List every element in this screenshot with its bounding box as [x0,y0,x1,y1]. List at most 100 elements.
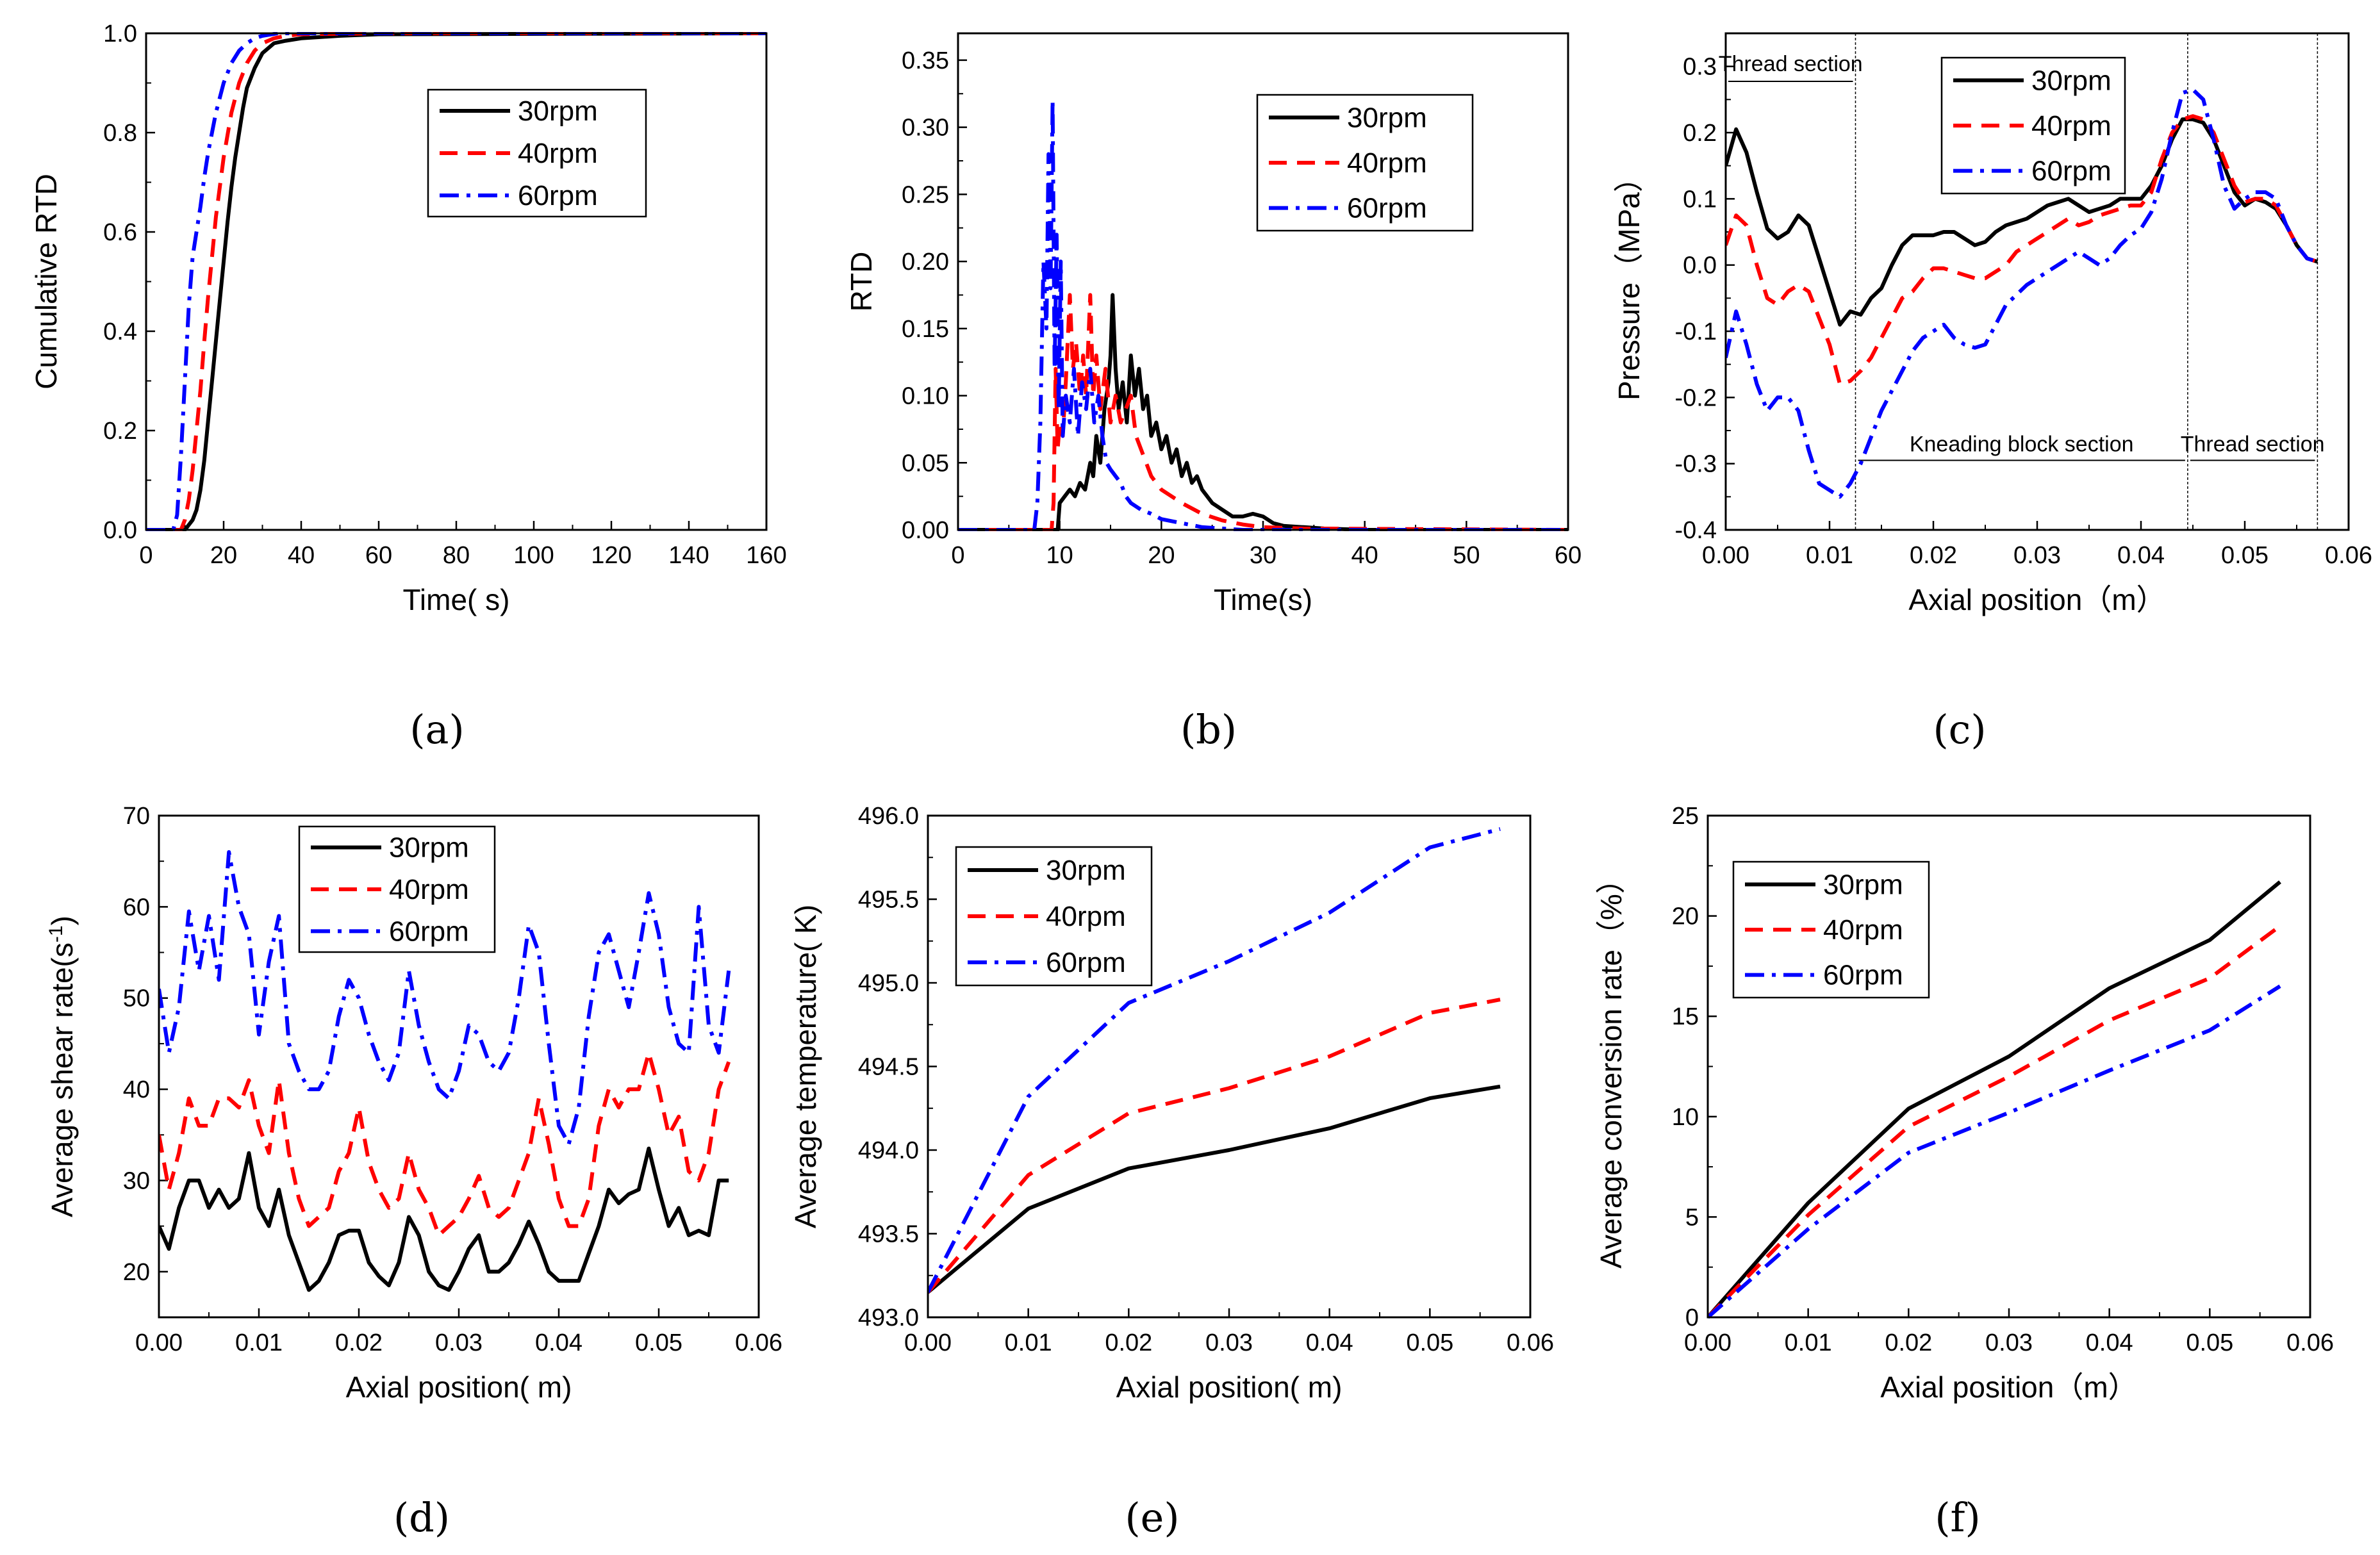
y-tick-label: 50 [123,985,150,1012]
y-tick-label: 495.5 [858,887,919,914]
x-tick-label: 0.03 [435,1329,483,1356]
y-tick-label: 0.4 [103,318,137,345]
y-tick-label: 0.25 [902,181,949,208]
chart-b: 0 10 20 30 40 50 60 0.00 0.05 0.10 0.15 0.20 0.25 0.3… [845,32,1582,753]
series-line-30rpm [1726,117,2318,327]
series-line-60rpm [958,98,1568,531]
x-axis-label: Axial position（m） [1908,583,2165,616]
y-axis-label: Cumulative RTD [29,174,63,390]
x-tick-label: 0.06 [735,1329,782,1356]
x-axis-label: Time( s) [403,583,510,616]
x-tick-label: 0.03 [1985,1329,2033,1356]
legend-label-40rpm: 40rpm [389,874,469,905]
x-tick-label: 0.04 [1306,1329,1353,1356]
x-tick-label: 0.06 [2325,542,2372,569]
x-tick-label: 20 [210,542,237,569]
y-axis-label: RTD [845,252,878,312]
x-tick-label: 0.06 [1507,1329,1554,1356]
y-tick-label: 494.0 [858,1137,919,1164]
y-tick-label: -0.2 [1675,384,1717,411]
chart-a: 0 20 40 60 80 100 120 140 160 0.0 0.2 0.4 0.6 0.8 1.0 3… [29,21,787,753]
x-tick-label: 20 [1148,542,1175,569]
x-tick-label: 0.05 [2186,1329,2233,1356]
series-line-60rpm [928,827,1501,1294]
legend-label-60rpm: 60rpm [518,180,598,211]
thread-section-2-label: Thread section [2181,432,2325,457]
y-tick-label: 0.05 [902,450,949,477]
y-tick-label: 20 [123,1259,150,1286]
y-tick-label: 493.5 [858,1221,919,1248]
chart-f: 0.00 0.01 0.02 0.03 0.04 0.05 0.06 0 5 10 15 20 25 30… [1594,803,2334,1541]
y-tick-label: -0.3 [1675,451,1717,478]
plot-frame [957,32,1569,531]
y-tick-label: 0.2 [103,418,137,445]
legend: 30rpm 40rpm 60rpm [1256,94,1474,232]
legend-label-60rpm: 60rpm [1823,960,1903,991]
y-tick-label: 496.0 [858,803,919,830]
legend-label-40rpm: 40rpm [1347,147,1427,179]
y-tick-label: 493.0 [858,1304,919,1331]
x-tick-label: 60 [365,542,392,569]
y-tick-label: -0.1 [1675,318,1717,345]
y-tick-label: 0.3 [1683,54,1717,81]
x-tick-label: 0.00 [135,1329,183,1356]
y-axis-label: Average shear rate(s-1) [45,916,79,1217]
chart-d: 0.00 0.01 0.02 0.03 0.04 0.05 0.06 20 30 40 50 60 70… [45,803,782,1541]
panel-label-a: (a) [409,706,464,753]
x-tick-label: 0.02 [1885,1329,1932,1356]
y-tick-label: 494.5 [858,1054,919,1081]
series-line-40rpm [958,293,1568,531]
thread-section-label: Thread section [1719,52,1863,76]
y-tick-label: 40 [123,1076,150,1103]
x-tick-label: 0 [951,542,964,569]
y-tick-label: -0.4 [1675,517,1717,544]
legend-label-60rpm: 60rpm [2031,156,2111,187]
x-tick-label: 140 [668,542,709,569]
y-tick-label: 0.0 [1683,252,1717,279]
x-tick-label: 10 [1046,542,1073,569]
series-line-40rpm [1708,924,2281,1319]
x-tick-label: 30 [1250,542,1277,569]
legend: 30rpm 40rpm 60rpm [298,825,496,953]
x-tick-label: 40 [288,542,315,569]
chart-c: 0.00 0.01 0.02 0.03 0.04 0.05 0.06 -0.4 -0.3 -0.2… [1612,32,2372,753]
x-tick-label: 0.02 [335,1329,383,1356]
y-tick-label: 0.20 [902,249,949,276]
series-line-30rpm [1708,880,2281,1319]
x-tick-label: 60 [1555,542,1582,569]
legend-label-60rpm: 60rpm [1046,947,1126,978]
x-tick-label: 0.05 [2221,542,2268,569]
y-tick-label: 25 [1672,803,1699,830]
y-tick-label: 0.00 [902,517,949,544]
panel-label-e: (e) [1125,1494,1179,1541]
panel-label-c: (c) [1933,706,1986,753]
legend: 30rpm 40rpm 60rpm [1940,56,2126,195]
kneading-block-section-label: Kneading block section [1910,432,2134,457]
series-line-30rpm [928,1084,1501,1294]
x-tick-label: 0.03 [2013,542,2061,569]
x-tick-label: 120 [591,542,631,569]
x-tick-label: 0.01 [235,1329,283,1356]
x-axis-label: Axial position( m) [346,1370,572,1404]
y-tick-label: 15 [1672,1003,1699,1030]
legend-label-60rpm: 60rpm [389,916,469,947]
y-tick-label: 0.1 [1683,186,1717,213]
panel-label-d: (d) [393,1494,450,1541]
plot-frame [145,32,768,531]
x-tick-label: 0.01 [1005,1329,1052,1356]
y-tick-label: 70 [123,803,150,830]
x-tick-label: 80 [443,542,470,569]
chart-e: 0.00 0.01 0.02 0.03 0.04 0.05 0.06 493.0 493.5 49… [789,803,1554,1541]
y-tick-label: 10 [1672,1104,1699,1131]
x-tick-label: 0.01 [1785,1329,1832,1356]
series-line-30rpm [958,293,1568,531]
x-tick-label: 0.03 [1205,1329,1253,1356]
x-tick-label: 0.00 [904,1329,952,1356]
x-tick-label: 0.04 [535,1329,583,1356]
x-tick-label: 0.02 [1910,542,1957,569]
x-tick-label: 0.01 [1806,542,1853,569]
y-tick-label: 0.8 [103,120,137,147]
y-tick-label: 0.0 [103,517,137,544]
y-tick-label: 30 [123,1167,150,1194]
